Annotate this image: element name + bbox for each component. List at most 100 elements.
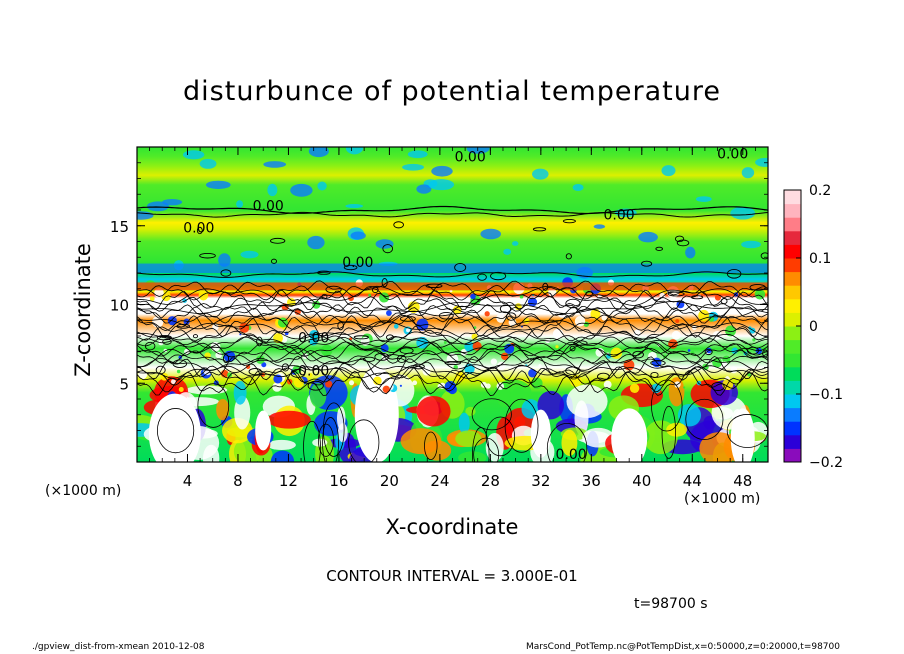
contour-loop (542, 282, 549, 291)
contour-loop (477, 273, 487, 281)
field-patch (431, 165, 453, 177)
field-speck (552, 328, 564, 340)
field-speck (698, 309, 710, 321)
colorbar-segment (784, 190, 801, 205)
colorbar: 0.2 0.1 0 −0.1 −0.2 (783, 183, 843, 471)
contour-loop (650, 360, 666, 366)
contour-loop (337, 321, 344, 331)
field-speck (473, 326, 477, 329)
contour-line (137, 289, 768, 311)
contour-loop (385, 334, 394, 341)
contour-loop (196, 226, 203, 235)
contour-loop (490, 271, 507, 281)
field-speck (273, 333, 284, 344)
x-unit-label: (×1000 m) (684, 491, 761, 507)
field-patch (146, 201, 169, 212)
x-tick-label: 8 (233, 472, 243, 490)
colorbar-tick-label: 0.2 (809, 183, 831, 199)
field-patch (240, 250, 259, 259)
field-speck (470, 293, 476, 300)
x-tick-label: 4 (183, 472, 193, 490)
field-speck (176, 369, 181, 374)
contour-loop (667, 291, 685, 297)
contour-line (137, 271, 768, 278)
contour-loop (655, 246, 663, 251)
field-patch (267, 183, 278, 197)
contour-loop-lower (651, 379, 683, 432)
field-speck (422, 367, 431, 376)
contour-loop-lower (424, 431, 438, 460)
field-speck (386, 310, 392, 316)
y-tick-label: 15 (110, 218, 129, 236)
field-speck (416, 318, 429, 331)
field-blob (699, 432, 739, 462)
field-patch (345, 147, 364, 155)
field-speck (149, 296, 155, 302)
heatmap-field (137, 147, 768, 462)
contour-line (137, 365, 768, 386)
contour-loop (425, 283, 443, 289)
colorbar-segment (784, 312, 801, 327)
colorbar-segment (784, 353, 801, 368)
colorbar-segment (784, 285, 801, 300)
contour-loop-lower (317, 423, 334, 457)
contour-loop (565, 366, 581, 376)
field-speck (490, 358, 497, 365)
field-speck (704, 300, 711, 306)
contour-loop (176, 323, 190, 329)
contour-line (137, 301, 768, 314)
field-speck (443, 341, 447, 344)
contour-loop (192, 334, 199, 339)
field-speck (555, 345, 559, 349)
x-tick-label: 44 (683, 472, 702, 490)
field-speck (725, 325, 736, 337)
field-speck (668, 339, 678, 349)
field-speck (380, 344, 389, 353)
contour-loop-lower (472, 427, 490, 462)
field-speck (256, 355, 265, 364)
contour-loop (565, 298, 581, 309)
contour-loop (321, 293, 328, 300)
field-blob (216, 398, 230, 421)
field-patch (755, 157, 768, 167)
contour-label: 0.00 (298, 364, 329, 380)
contour-loop-lower (685, 398, 724, 440)
field-speck (528, 369, 537, 378)
contour-line (137, 349, 768, 364)
contour-label: 0.00 (455, 149, 486, 165)
field-speck (570, 299, 577, 306)
colorbar-segment (784, 230, 801, 245)
field-speck (239, 322, 250, 333)
contour-loop (704, 348, 713, 356)
field-speck (423, 297, 427, 301)
field-speck (606, 353, 612, 359)
contour-loop (499, 304, 512, 314)
contour-loop (749, 283, 766, 291)
contour-line (137, 205, 768, 215)
x-tick-label: 36 (582, 472, 601, 490)
field-patch (345, 204, 364, 209)
field-patch (741, 240, 761, 249)
contour-loop (172, 359, 188, 368)
contour-loop (343, 264, 358, 271)
contour-line (137, 304, 768, 319)
contour-label: 0.00 (183, 220, 214, 236)
contour-line (137, 211, 768, 218)
field-speck (178, 387, 184, 393)
field-speck (675, 319, 680, 323)
field-blob (267, 410, 311, 429)
field-speck (215, 351, 222, 359)
field-speck (261, 362, 267, 368)
field-blob (267, 439, 296, 451)
contour-loop (155, 365, 166, 375)
field-patch (317, 181, 327, 191)
field-speck (368, 293, 372, 297)
contour-loop (362, 356, 376, 362)
field-speck (308, 372, 313, 378)
field-patch (685, 246, 696, 259)
contour-loop (199, 252, 216, 259)
field-blob (677, 403, 702, 427)
field-speck (349, 380, 355, 386)
field-speck (531, 377, 543, 390)
